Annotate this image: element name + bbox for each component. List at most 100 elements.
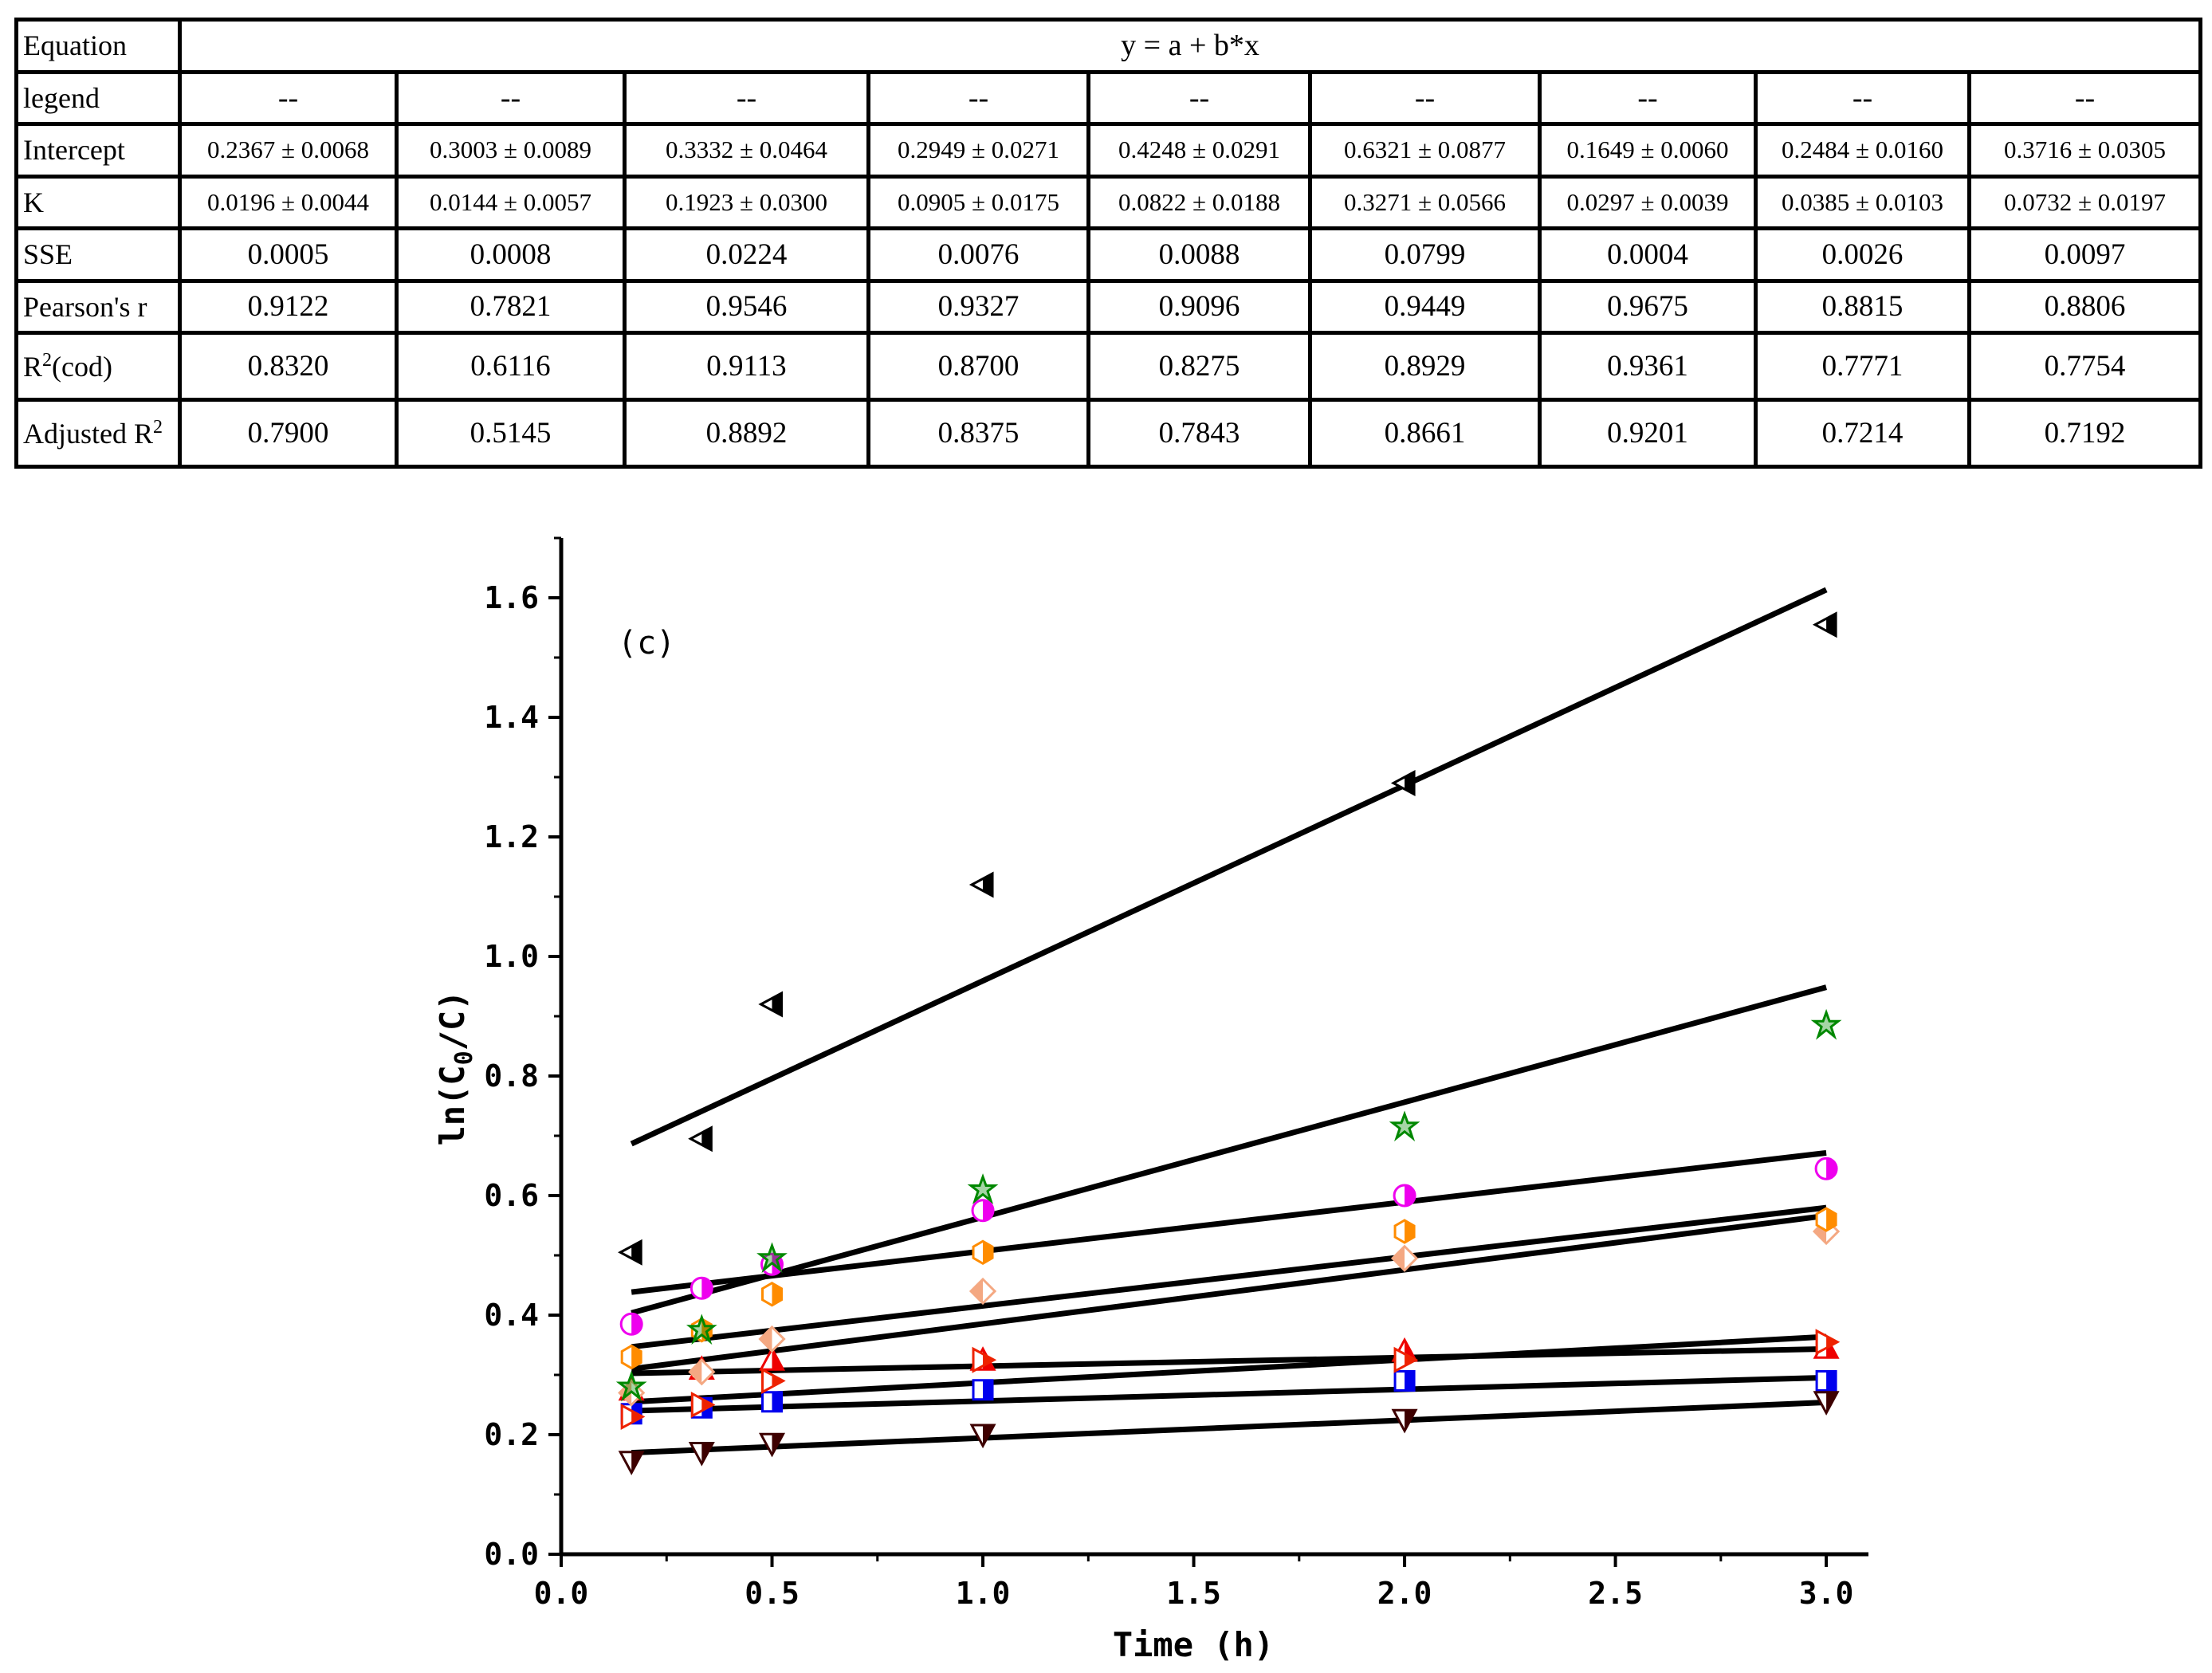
data-point-series-9 [1810, 1008, 1842, 1040]
row-label: R2(cod) [14, 331, 182, 402]
table-cell: -- [1966, 69, 2203, 127]
table-cell: 0.9361 [1538, 331, 1758, 402]
table-cell: 0.9122 [178, 278, 399, 336]
data-point-series-4 [968, 1277, 997, 1306]
equation-label: Equation [14, 18, 182, 74]
table-cell: 0.0088 [1086, 226, 1312, 283]
data-point-series-1 [761, 1391, 784, 1413]
fit-line-series-9 [631, 984, 1828, 1316]
x-tick-label: 2.0 [1377, 1576, 1432, 1611]
table-cell: 0.0822 ± 0.0188 [1086, 174, 1312, 231]
table-cell: 0.3332 ± 0.0464 [623, 122, 870, 179]
table-cell: 0.7214 [1754, 398, 1971, 469]
table-cell: 0.0385 ± 0.0103 [1754, 174, 1971, 231]
row-label: Intercept [14, 122, 182, 179]
table-cell: 0.7821 [395, 278, 627, 336]
data-point-series-3 [618, 1239, 642, 1266]
data-point-series-9 [686, 1314, 717, 1345]
fit-line-series-1 [631, 1374, 1827, 1414]
table-cell: -- [866, 69, 1090, 127]
table-row: Adjusted R2 0.7900 0.5145 0.8892 0.8375 0.784… [14, 398, 2203, 469]
data-point-series-8 [972, 1346, 997, 1373]
y-tick-label: 1.2 [484, 819, 539, 854]
table-cell: 0.5145 [395, 398, 627, 469]
table-cell: 0.2367 ± 0.0068 [178, 122, 399, 179]
y-tick-label: 0.6 [484, 1178, 539, 1213]
table-cell: 0.0905 ± 0.0175 [866, 174, 1090, 231]
table-cell: -- [1086, 69, 1312, 127]
data-point-series-9 [967, 1173, 999, 1204]
table-cell: 0.3003 ± 0.0089 [395, 122, 627, 179]
data-point-series-7 [1391, 1408, 1418, 1434]
data-point-series-8 [761, 1367, 786, 1395]
table-cell: 0.0224 [623, 226, 870, 283]
table-cell: 0.8661 [1308, 398, 1542, 469]
x-tick-label: 1.0 [956, 1576, 1011, 1611]
data-point-series-5 [972, 1239, 994, 1265]
table-row: Pearson's r 0.9122 0.7821 0.9546 0.9327 0.909… [14, 278, 2203, 336]
table-cell: 0.8275 [1086, 331, 1312, 402]
table-cell: 0.8929 [1308, 331, 1542, 402]
fit-line-series-5 [631, 1204, 1827, 1350]
data-point-series-1 [1393, 1370, 1416, 1392]
table-cell: 0.8806 [1966, 278, 2203, 336]
y-tick-label: 1.0 [484, 939, 539, 974]
table-cell: -- [395, 69, 627, 127]
data-point-series-5 [761, 1282, 784, 1307]
data-point-series-6 [1814, 1157, 1838, 1180]
table-cell: 0.8815 [1754, 278, 1971, 336]
table-cell: 0.0004 [1538, 226, 1758, 283]
table-cell: 0.0196 ± 0.0044 [178, 174, 399, 231]
table-cell: 0.3716 ± 0.0305 [1966, 122, 2203, 179]
data-point-series-6 [971, 1199, 995, 1223]
y-tick-label: 1.6 [484, 580, 539, 615]
table-cell: 0.7771 [1754, 331, 1971, 402]
data-point-series-5 [620, 1344, 642, 1370]
data-point-series-1 [1815, 1370, 1837, 1392]
row-label: Adjusted R2 [14, 398, 182, 469]
data-point-series-7 [759, 1432, 786, 1458]
table-cell: 0.7754 [1966, 331, 2203, 402]
data-point-series-2 [759, 1346, 786, 1371]
table-cell: 0.7843 [1086, 398, 1312, 469]
table-cell: 0.9096 [1086, 278, 1312, 336]
table-cell: 0.8892 [623, 398, 870, 469]
data-point-series-3 [758, 991, 784, 1018]
data-point-series-3 [1390, 769, 1416, 797]
table-cell: 0.6321 ± 0.0877 [1308, 122, 1542, 179]
x-tick-label: 1.5 [1166, 1576, 1221, 1611]
table-cell: 0.0144 ± 0.0057 [395, 174, 627, 231]
table-cell: 0.9546 [623, 278, 870, 336]
data-point-series-8 [620, 1403, 646, 1431]
fit-line-series-8 [631, 1333, 1827, 1405]
table-cell: 0.0297 ± 0.0039 [1538, 174, 1758, 231]
table-cell: -- [1308, 69, 1542, 127]
data-markers [615, 611, 1842, 1475]
y-tick-label: 0.0 [484, 1537, 539, 1572]
fit-line-series-3 [630, 587, 1828, 1147]
table-cell: -- [1754, 69, 1971, 127]
data-point-series-1 [972, 1379, 994, 1401]
data-point-series-5 [1393, 1219, 1416, 1244]
table-cell: 0.8320 [178, 331, 399, 402]
data-point-series-6 [619, 1312, 643, 1336]
table-cell: 0.2484 ± 0.0160 [1754, 122, 1971, 179]
table-cell: 0.3271 ± 0.0566 [1308, 174, 1542, 231]
fit-line-series-6 [631, 1149, 1827, 1295]
y-tick-label: 0.4 [484, 1298, 539, 1333]
fit-line-series-4 [631, 1212, 1827, 1372]
data-point-series-9 [756, 1242, 788, 1274]
table-cell: 0.9201 [1538, 398, 1758, 469]
data-point-series-3 [968, 871, 994, 898]
data-point-series-9 [615, 1370, 647, 1402]
panel-label: (c) [618, 625, 675, 662]
table-cell: 0.7900 [178, 398, 399, 469]
row-label: K [14, 174, 182, 231]
table-cell: 0.0799 [1308, 226, 1542, 283]
y-tick-label: 0.2 [484, 1417, 539, 1452]
table-row: SSE 0.0005 0.0008 0.0224 0.0076 0.0088 0.0799 0… [14, 226, 2203, 283]
table-cell: 0.0097 [1966, 226, 2203, 283]
data-point-series-7 [688, 1442, 715, 1467]
table-cell: -- [178, 69, 399, 127]
table-cell: 0.9327 [866, 278, 1090, 336]
